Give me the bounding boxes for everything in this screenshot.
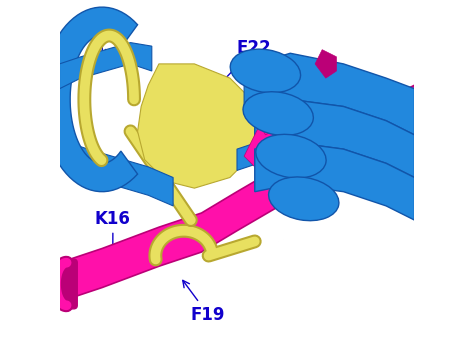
Text: F19: F19 (183, 280, 225, 323)
Ellipse shape (230, 49, 301, 93)
Polygon shape (244, 78, 280, 106)
FancyBboxPatch shape (56, 259, 77, 309)
Polygon shape (255, 53, 414, 135)
Text: E22: E22 (211, 39, 272, 93)
Polygon shape (60, 85, 414, 302)
Polygon shape (255, 142, 414, 220)
Ellipse shape (243, 92, 313, 136)
Polygon shape (244, 128, 273, 170)
Polygon shape (60, 43, 152, 89)
Text: G25: G25 (84, 11, 121, 56)
Polygon shape (137, 64, 258, 188)
Ellipse shape (256, 134, 326, 178)
Polygon shape (258, 99, 287, 135)
Polygon shape (42, 7, 137, 192)
Polygon shape (237, 142, 273, 170)
Text: K16: K16 (95, 210, 131, 255)
Polygon shape (255, 99, 414, 178)
Polygon shape (315, 50, 337, 78)
Polygon shape (67, 142, 173, 206)
Ellipse shape (269, 177, 339, 221)
